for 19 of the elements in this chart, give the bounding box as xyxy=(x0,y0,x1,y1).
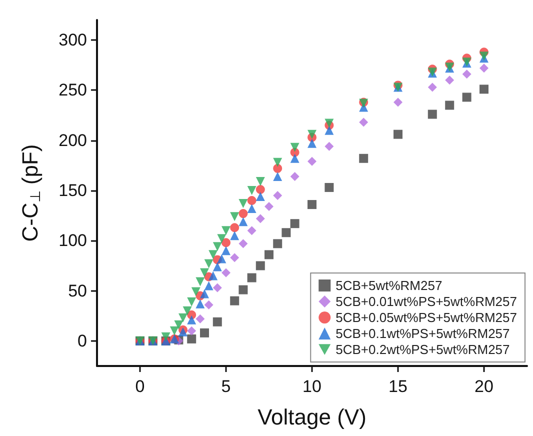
y-axis-title: C-C⊥ (pF) xyxy=(18,144,43,242)
x-tick-label: 20 xyxy=(474,377,494,396)
y-tick-label: 200 xyxy=(58,130,87,150)
y-tick-label: 50 xyxy=(68,281,87,300)
legend-label: 5CB+0.1wt%PS+5wt%RM257 xyxy=(336,326,510,341)
x-tick-label: 15 xyxy=(388,377,408,396)
y-tick-label: 0 xyxy=(78,331,87,350)
legend-label: 5CB+0.2wt%PS+5wt%RM257 xyxy=(336,342,510,357)
x-tick-label: 5 xyxy=(221,377,231,396)
y-tick-label: 150 xyxy=(58,180,87,200)
x-tick-label: 10 xyxy=(302,377,322,396)
x-tick-label: 0 xyxy=(135,377,145,396)
legend-label: 5CB+5wt%RM257 xyxy=(336,278,442,293)
x-axis-title: Voltage (V) xyxy=(258,404,366,430)
y-tick-label: 300 xyxy=(58,30,87,50)
y-tick-label: 250 xyxy=(58,80,87,100)
legend-label: 5CB+0.05wt%PS+5wt%RM257 xyxy=(336,310,518,325)
legend-label: 5CB+0.01wt%PS+5wt%RM257 xyxy=(336,294,518,309)
y-tick-label: 100 xyxy=(58,231,87,250)
